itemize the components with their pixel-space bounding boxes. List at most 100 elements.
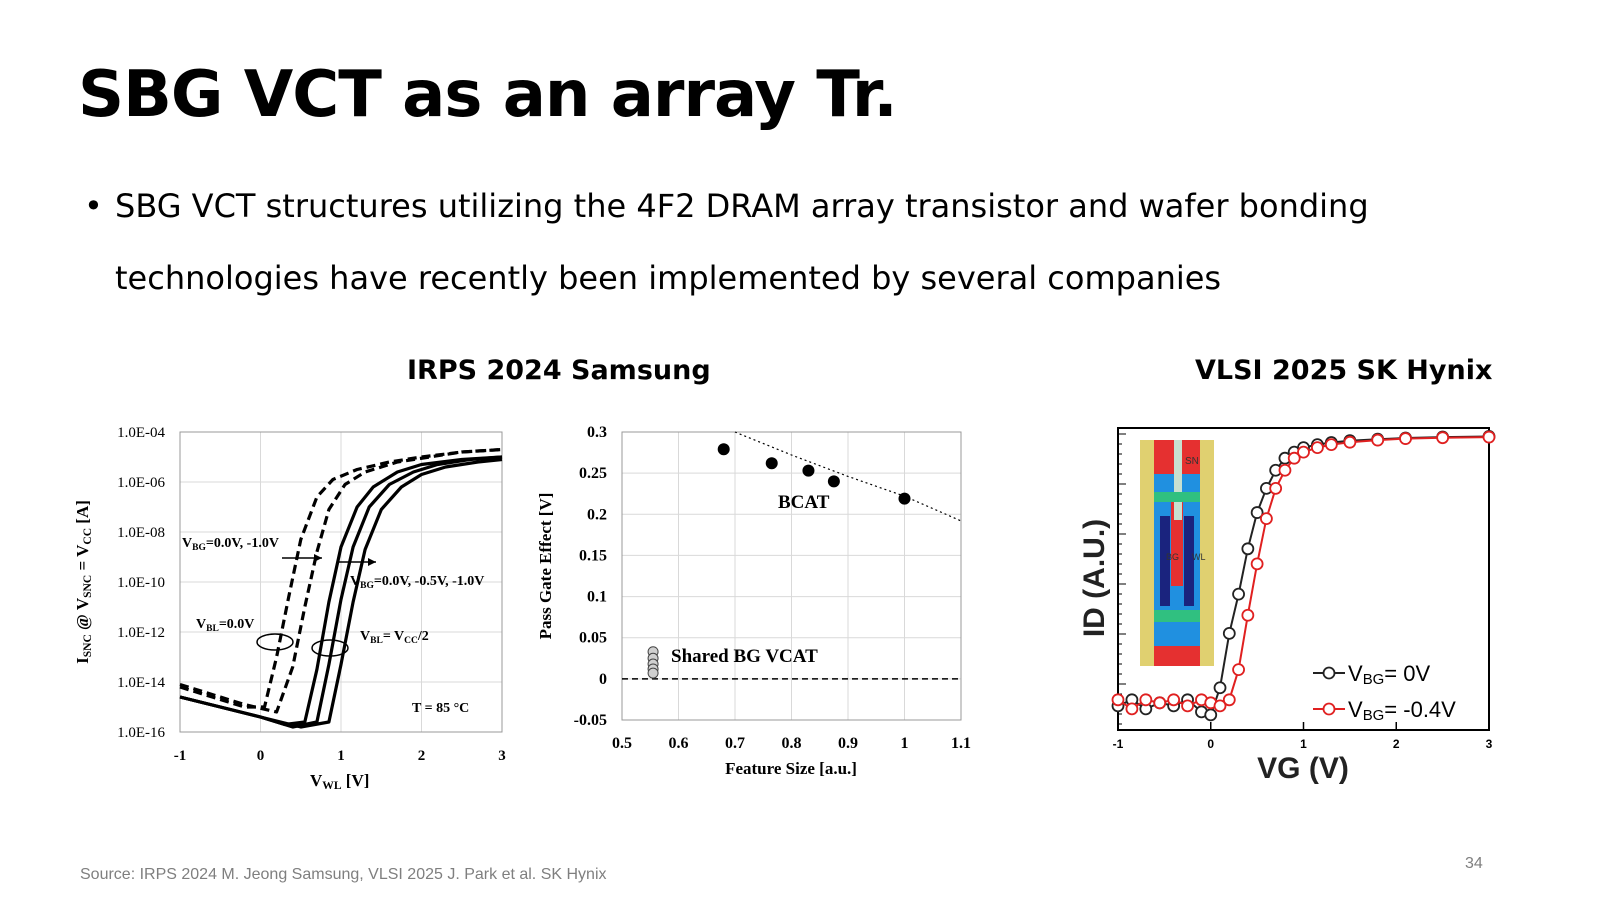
series-marker-2 — [1287, 451, 1301, 465]
bullet-line-2: technologies have recently been implemen… — [115, 259, 1222, 297]
bcat-point — [898, 492, 911, 505]
x-tick-label: 1.1 — [951, 735, 971, 752]
y-axis-label: ISNC @ VSNC = VCC [A] — [73, 500, 94, 664]
series-marker-2 — [1111, 693, 1125, 707]
plot-frame — [621, 431, 962, 721]
x-tick-label: 1 — [901, 735, 909, 752]
shared-bg-point — [647, 667, 659, 679]
series-marker-2 — [1297, 445, 1310, 459]
y-tick-label: 0.15 — [579, 547, 607, 564]
series-marker-1 — [1250, 506, 1264, 519]
series-line-2 — [179, 447, 503, 714]
x-axis-label: VWL [V] — [310, 771, 369, 792]
series-marker-2 — [1181, 699, 1194, 713]
inset-channel-right — [1184, 516, 1194, 606]
arrow-head-solid — [368, 558, 376, 566]
x-tick-label: 0 — [1207, 737, 1214, 751]
legend-label-1: VBG= 0V — [1348, 661, 1430, 688]
series-line-5 — [179, 457, 503, 729]
series-marker-2 — [1241, 608, 1255, 622]
y-tick-label: 1.0E-16 — [117, 725, 165, 741]
annotation-vbl-zero: VBL=0.0V — [196, 617, 254, 634]
page-number: 34 — [1465, 855, 1483, 872]
y-tick-label: 0 — [599, 671, 607, 688]
series-marker-1 — [1204, 708, 1218, 722]
pass-gate-effect-chart: 0.5 0.6 0.7 0.8 0.9 1 1.1 0.3 0.25 0.2 0.15 0.1 0.05… — [536, 424, 971, 778]
annotation-vbg-dashed: VBG=0.0V, -1.0V — [182, 536, 279, 553]
id-vg-chart: -1 0 1 2 3 SN BG WL VBG= 0V VBG= -0.4V VG (V) ID (A… — [1078, 427, 1496, 785]
x-tick-label: 0.6 — [669, 735, 689, 752]
y-tick-label: 0.05 — [579, 630, 607, 647]
inset-lower-junction — [1154, 610, 1200, 622]
series-marker-2 — [1311, 441, 1324, 455]
bcat-point — [827, 475, 840, 488]
subhead-skhynix: VLSI 2025 SK Hynix — [1195, 355, 1493, 386]
legend-marker-1 — [1322, 666, 1336, 680]
bcat-point — [802, 464, 815, 477]
x-tick-label: 2 — [418, 748, 426, 764]
subhead-samsung: IRPS 2024 Samsung — [407, 355, 711, 386]
series-marker-1 — [1241, 542, 1255, 556]
x-tick-label: 1 — [1300, 737, 1307, 751]
series-marker-2 — [1371, 433, 1385, 447]
y-tick-label: 1.0E-04 — [117, 425, 165, 441]
series-marker-2 — [1139, 693, 1153, 707]
y-tick-label: 1.0E-12 — [117, 625, 165, 641]
x-tick-label: 0.8 — [782, 735, 802, 752]
y-axis-label: ID (A.U.) — [1078, 519, 1111, 637]
y-tick-label: 1.0E-14 — [117, 675, 165, 691]
series-marker-2 — [1153, 696, 1167, 710]
series-marker-2 — [1278, 463, 1292, 477]
annotation-vbg-solid: VBG=0.0V, -0.5V, -1.0V — [350, 574, 484, 591]
inset-label-wl: WL — [1192, 552, 1206, 562]
y-axis-label: Pass Gate Effect [V] — [536, 493, 555, 640]
ellipse-vbl0 — [256, 633, 294, 651]
annotation-vbl-vcc: VBL= VCC/2 — [360, 629, 429, 646]
label-bcat: BCAT — [778, 492, 830, 513]
x-tick-label: 1 — [337, 748, 345, 764]
y-tick-label: 0.3 — [587, 424, 607, 441]
series-marker-2 — [1232, 663, 1245, 677]
bullet-symbol: • — [84, 187, 103, 225]
series-marker-2 — [1482, 430, 1496, 444]
x-tick-label: 3 — [498, 748, 506, 764]
annotation-temperature: T = 85 °C — [412, 701, 469, 716]
series-marker-2 — [1250, 557, 1264, 571]
x-tick-label: 0.7 — [725, 735, 745, 752]
ellipse-vblcc — [311, 639, 349, 657]
y-tick-label: 0.25 — [579, 465, 607, 482]
y-tick-label: 1.0E-06 — [117, 475, 165, 491]
series-marker-2 — [1213, 699, 1227, 713]
series-marker-2 — [1324, 438, 1338, 452]
x-tick-label: 2 — [1393, 737, 1400, 751]
inset-channel-left — [1160, 516, 1170, 606]
bullet-point: • SBG VCT structures utilizing the 4F2 D… — [84, 170, 1504, 314]
isnc-vwl-chart: -1 0 1 2 3 1.0E-04 1.0E-06 1.0E-08 1.0E-10 1.0E-1… — [73, 425, 506, 792]
x-axis-label: VG (V) — [1257, 752, 1349, 785]
inset-back-gate — [1171, 500, 1183, 586]
label-shared-bg-vcat: Shared BG VCAT — [671, 646, 818, 667]
inset-left-oxide — [1140, 440, 1154, 666]
x-tick-label: 0 — [257, 748, 265, 764]
inset-bottom-contact — [1140, 646, 1214, 666]
x-tick-label: 3 — [1486, 737, 1493, 751]
inset-label-bg: BG — [1166, 552, 1179, 562]
series-marker-1 — [1232, 587, 1245, 601]
series-marker-1 — [1213, 681, 1227, 695]
series-marker-1 — [1222, 626, 1236, 640]
series-marker-2 — [1125, 702, 1139, 716]
series-marker-2 — [1343, 435, 1357, 449]
x-tick-label: -1 — [1113, 737, 1124, 751]
series-marker-2 — [1269, 482, 1283, 495]
plot-frame — [179, 431, 503, 733]
legend-marker-2 — [1322, 702, 1336, 716]
x-tick-label: 0.9 — [838, 735, 858, 752]
y-tick-label: 1.0E-10 — [117, 575, 165, 591]
series-marker-2 — [1436, 431, 1450, 445]
series-marker-2 — [1399, 432, 1412, 445]
arrow-head-dashed — [314, 554, 322, 562]
inset-storage-node — [1174, 440, 1182, 520]
bcat-point — [717, 443, 730, 456]
device-inset: SN BG WL — [1140, 440, 1214, 666]
legend-label-2: VBG= -0.4V — [1348, 697, 1456, 724]
